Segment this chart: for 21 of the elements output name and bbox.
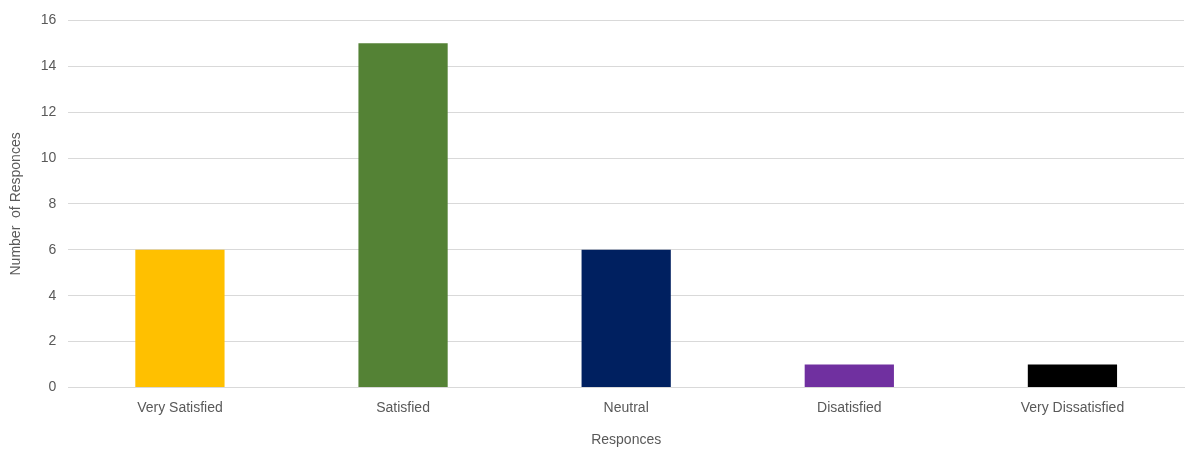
y-tick-label: 4 — [48, 286, 57, 303]
y-axis-title: Number of Responces — [7, 132, 24, 276]
x-tick-label: Neutral — [603, 398, 649, 415]
bar — [581, 249, 671, 387]
bar — [1027, 364, 1118, 387]
bar — [804, 364, 894, 387]
y-tick-label: 14 — [40, 57, 57, 74]
y-tick-label: 12 — [40, 103, 57, 120]
x-tick-label: Disatisfied — [817, 398, 882, 415]
y-tick-label: 16 — [40, 11, 57, 28]
bar — [358, 43, 448, 387]
y-tick-label: 10 — [40, 148, 57, 165]
x-axis-title: Responces — [591, 431, 662, 448]
y-tick-label: 6 — [48, 240, 57, 257]
x-tick-label: Very Satisfied — [137, 398, 223, 415]
bar — [135, 249, 225, 387]
x-tick-label: Satisfied — [376, 398, 430, 415]
y-tick-label: 2 — [48, 332, 57, 349]
y-tick-label: 8 — [48, 194, 57, 211]
y-tick-label: 0 — [48, 378, 57, 395]
x-tick-label: Very Dissatisfied — [1020, 398, 1125, 415]
